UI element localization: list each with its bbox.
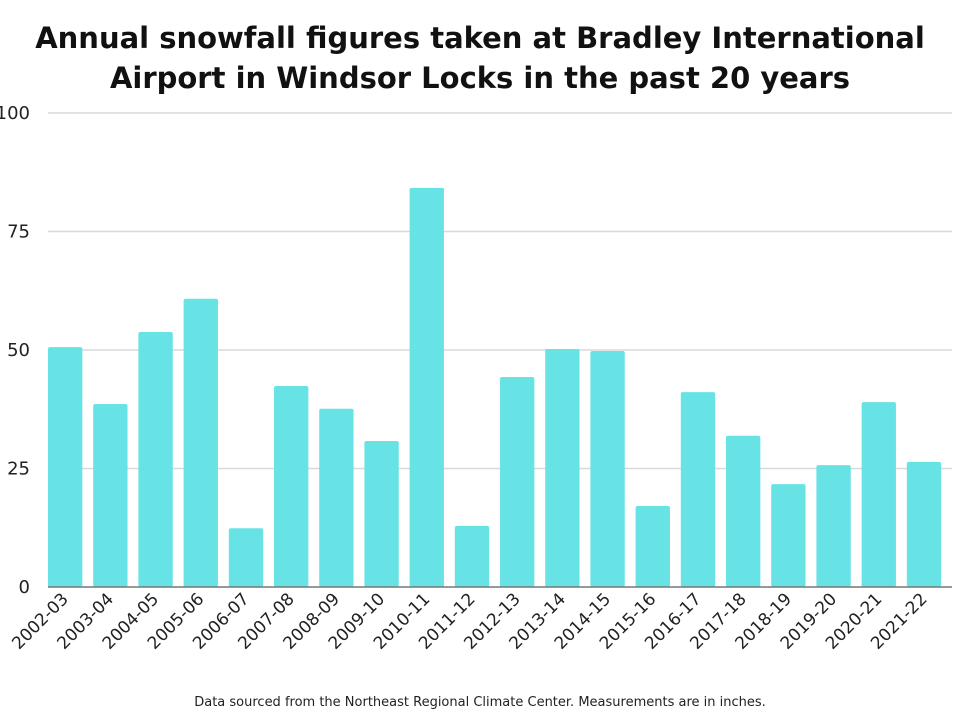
- bar: [48, 347, 83, 587]
- y-tick-label: 25: [7, 459, 30, 480]
- bar: [409, 187, 444, 587]
- y-tick-label: 0: [19, 577, 30, 598]
- bar: [138, 331, 173, 587]
- bar: [93, 404, 128, 587]
- bar: [500, 377, 535, 587]
- bar: [228, 528, 264, 587]
- y-tick-label: 100: [0, 103, 30, 124]
- bar: [906, 461, 942, 587]
- y-tick-label: 50: [7, 340, 30, 361]
- y-tick-label: 75: [7, 222, 30, 243]
- bar: [183, 298, 218, 587]
- bar: [590, 350, 625, 587]
- bar: [680, 392, 716, 587]
- chart-title: Annual snowfall figures taken at Bradley…: [35, 21, 925, 95]
- bar: [364, 441, 399, 587]
- bar: [635, 505, 670, 587]
- bar: [454, 525, 490, 587]
- chart-footnote: Data sourced from the Northeast Regional…: [194, 695, 766, 710]
- bar: [726, 435, 761, 587]
- bar: [816, 465, 851, 587]
- bar: [771, 484, 806, 587]
- bar: [545, 349, 580, 587]
- bar: [319, 408, 354, 587]
- bar: [274, 386, 309, 587]
- bar: [861, 402, 896, 587]
